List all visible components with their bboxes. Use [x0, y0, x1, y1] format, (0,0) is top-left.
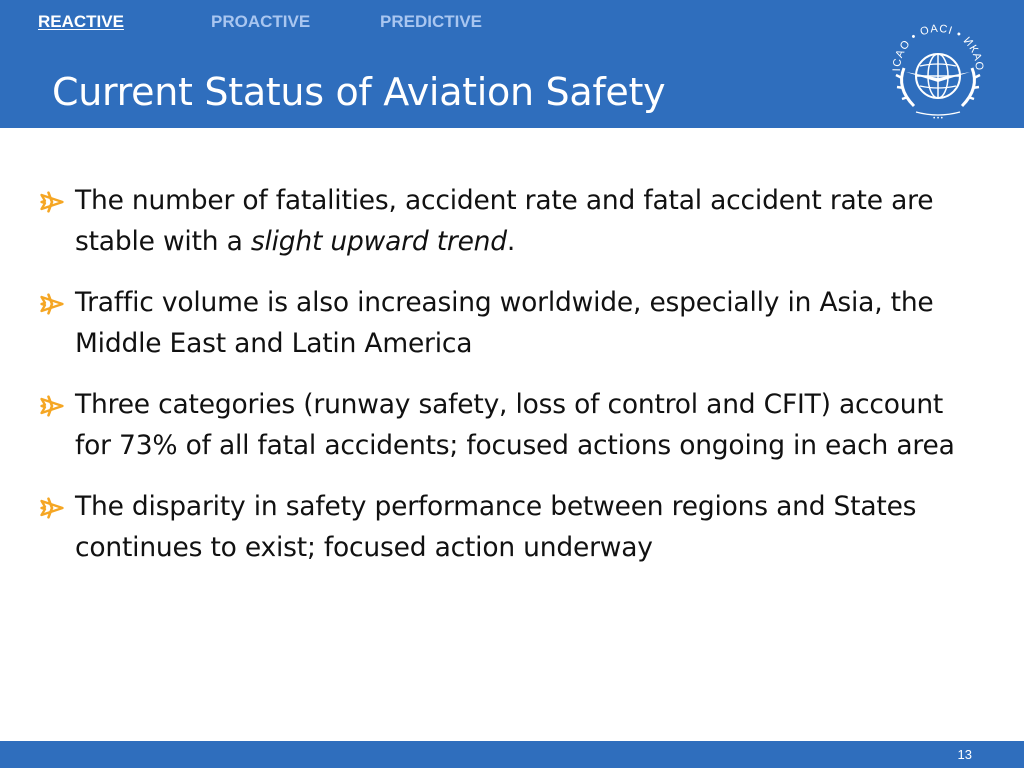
bullet-emphasis: slight upward trend: [250, 226, 507, 257]
bullet-text: Three categories (runway safety, loss of…: [75, 389, 955, 461]
footer-bar: 13: [0, 741, 1024, 768]
bullet-text: Traffic volume is also increasing worldw…: [75, 287, 934, 359]
tab-reactive[interactable]: REACTIVE: [38, 12, 124, 31]
airplane-icon: [40, 395, 64, 417]
list-item: The disparity in safety performance betw…: [38, 486, 978, 568]
header-bar: REACTIVE PROACTIVE PREDICTIVE Current St…: [0, 0, 1024, 128]
bullet-text: The disparity in safety performance betw…: [75, 491, 917, 563]
list-item: Traffic volume is also increasing worldw…: [38, 282, 978, 364]
page-title: Current Status of Aviation Safety: [52, 70, 666, 114]
airplane-icon: [40, 293, 64, 315]
list-item: Three categories (runway safety, loss of…: [38, 384, 978, 466]
list-item: The number of fatalities, accident rate …: [38, 180, 978, 262]
bullet-list: The number of fatalities, accident rate …: [38, 180, 978, 588]
tab-predictive[interactable]: PREDICTIVE: [380, 12, 483, 31]
bullet-text: The number of fatalities, accident rate …: [75, 185, 934, 257]
page-number: 13: [957, 747, 972, 762]
tab-proactive[interactable]: PROACTIVE: [211, 12, 311, 31]
icao-emblem-icon: ICAO • OACI • ИКАО • • •: [876, 8, 1000, 124]
svg-text:• • •: • • •: [933, 116, 943, 122]
airplane-icon: [40, 497, 64, 519]
airplane-icon: [40, 191, 64, 213]
bullet-text-end: .: [506, 226, 516, 257]
